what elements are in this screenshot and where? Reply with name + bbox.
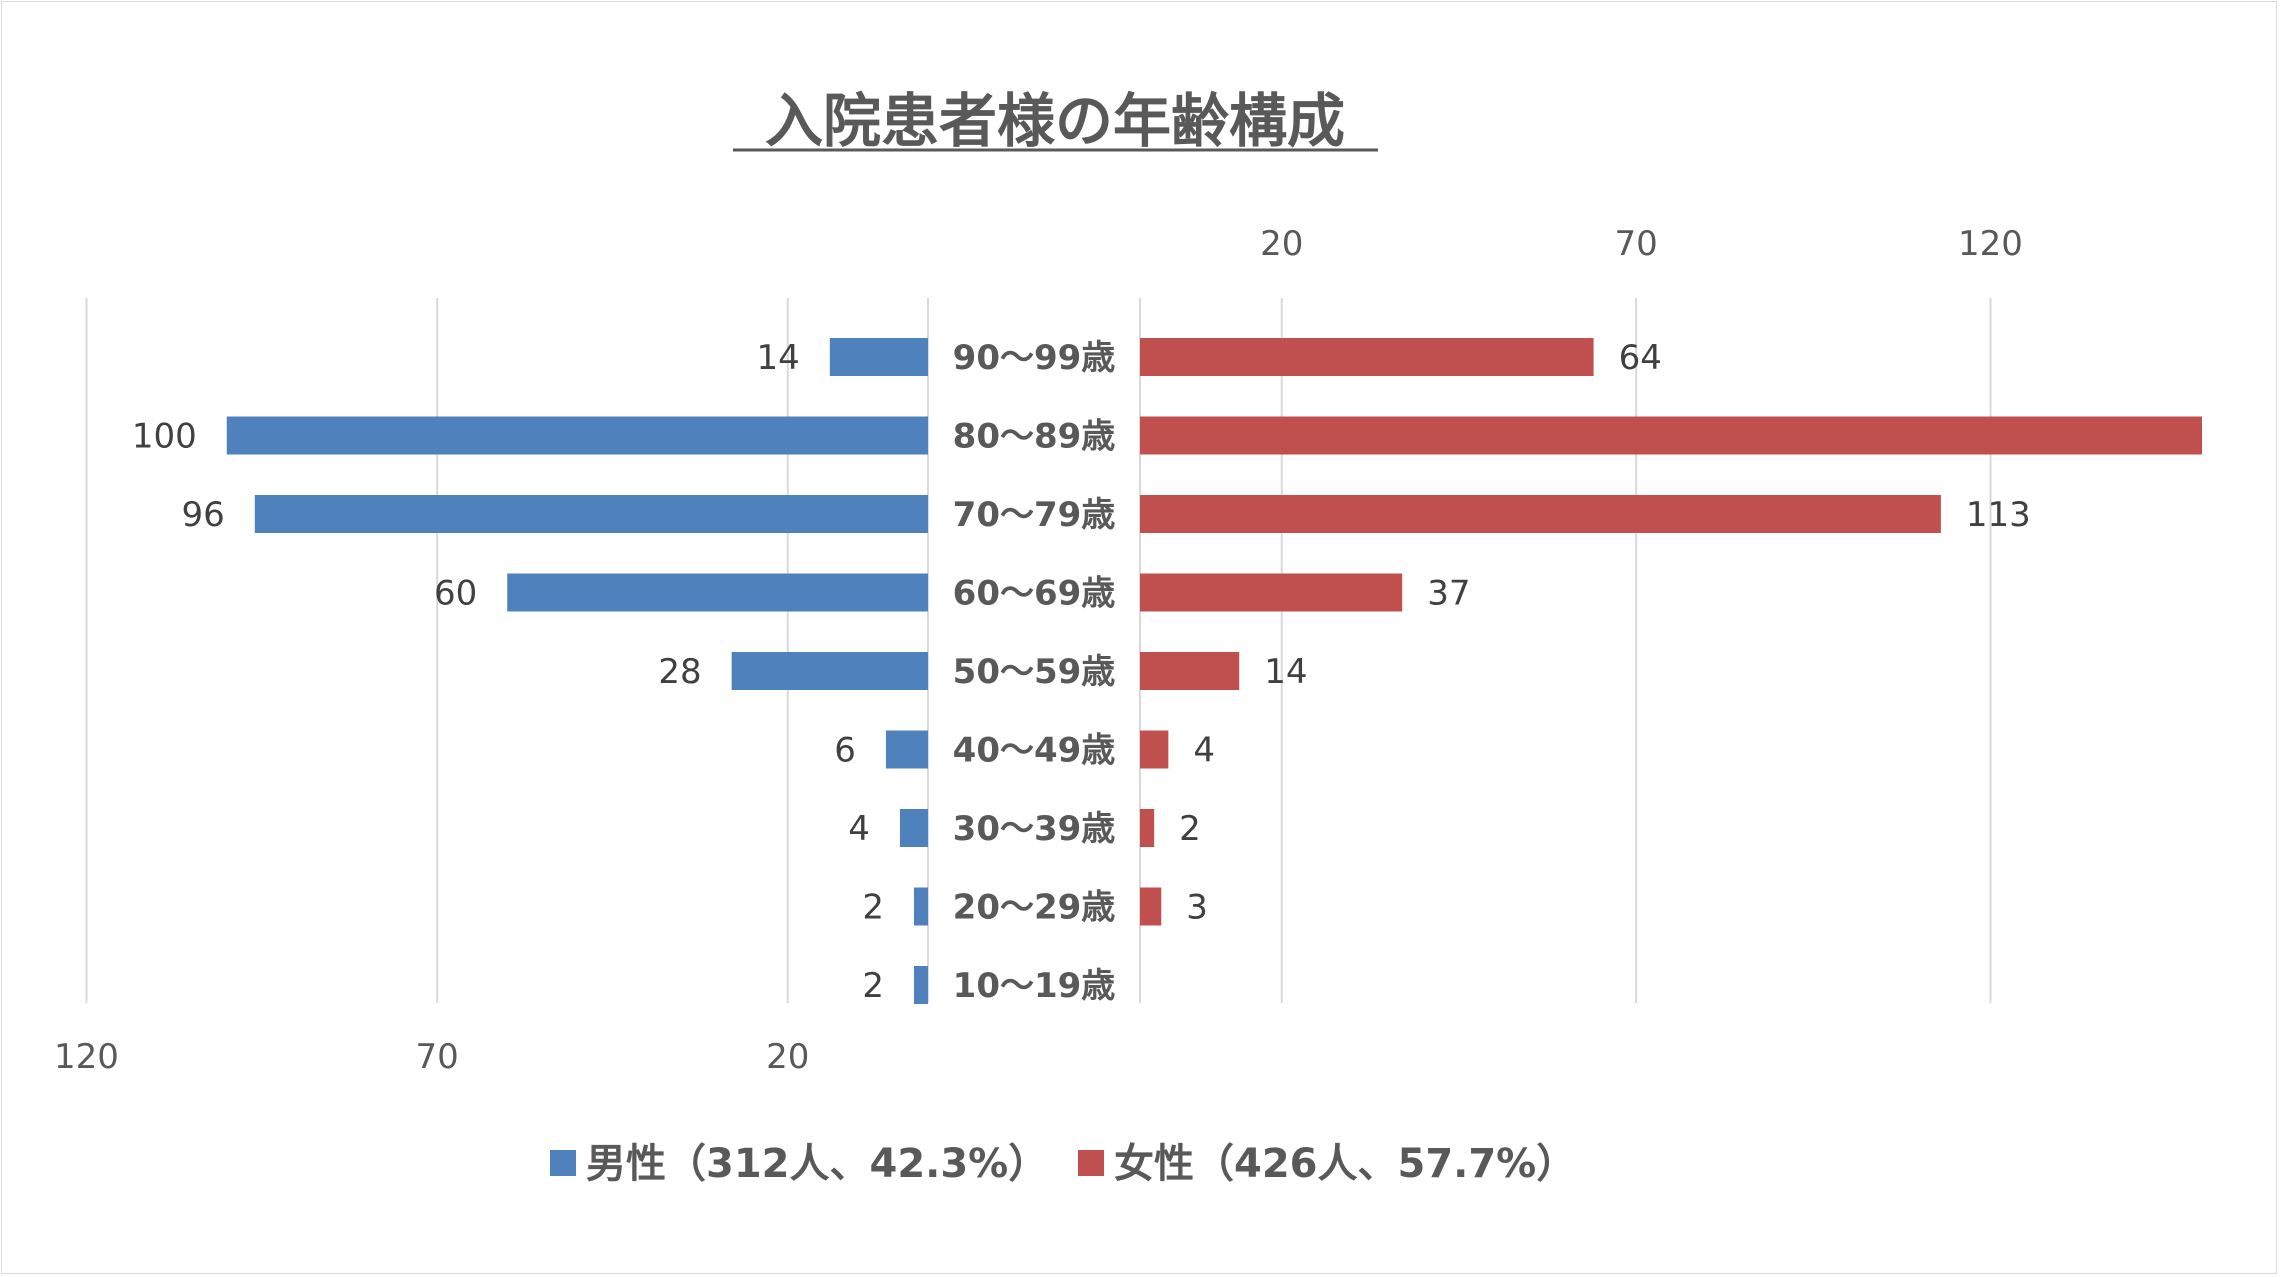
female-bar: [1140, 730, 1169, 769]
female-bars: [1140, 338, 2202, 926]
age-category-label: 80～89歳: [953, 417, 1116, 457]
female-bar: [1140, 416, 2202, 455]
male-data-label: 28: [658, 652, 701, 692]
age-category-labels: 90～99歳 80～89歳 70～79歳 60～69歳 50～59歳 40～49歳 30～3…: [953, 338, 1116, 1006]
male-data-label: 6: [834, 731, 856, 771]
right-axis-tick-labels: 2070120170: [1260, 224, 2023, 264]
male-data-label: 2: [862, 966, 884, 1006]
left-gridlines: [85, 298, 789, 1003]
female-bar: [1140, 887, 1162, 926]
female-data-label: 2: [1179, 809, 1201, 849]
male-bar: [899, 809, 928, 847]
female-bar: [1140, 809, 1155, 847]
female-data-label: 64: [1619, 338, 1662, 378]
chart-title: 入院患者様の年齢構成: [765, 87, 1345, 155]
right-axis-tick-label: 120: [1958, 224, 2023, 264]
age-category-label: 40～49歳: [953, 731, 1116, 771]
male-bar: [254, 495, 929, 533]
female-data-label: 4: [1193, 731, 1215, 771]
female-bar: [1140, 495, 1941, 533]
age-category-label: 10～19歳: [953, 966, 1116, 1006]
legend-label-female: 女性（426人、57.7%）: [1114, 1141, 1576, 1187]
right-gridlines: [1280, 298, 1992, 1003]
age-category-label: 30～39歳: [953, 809, 1116, 849]
male-bar: [226, 416, 928, 455]
female-data-label: 3: [1186, 888, 1208, 928]
male-bars: [226, 338, 929, 1004]
left-axis-tick-label: 20: [766, 1037, 809, 1077]
left-axis-tick-labels: 120 70 20: [54, 1037, 809, 1077]
male-data-label: 100: [132, 417, 197, 457]
male-data-label: 96: [182, 495, 225, 535]
age-category-label: 70～79歳: [953, 495, 1116, 535]
left-axis-tick-label: 120: [54, 1037, 119, 1077]
legend-swatch-male: [550, 1150, 576, 1176]
age-category-label: 20～29歳: [953, 888, 1116, 928]
female-data-label: 37: [1427, 574, 1470, 614]
female-bar: [1140, 338, 1594, 376]
male-bar: [885, 730, 928, 769]
female-bar: [1140, 573, 1403, 612]
male-data-label: 14: [757, 338, 800, 378]
male-bar: [507, 573, 928, 612]
male-bar: [913, 966, 928, 1004]
legend-swatch-female: [1078, 1150, 1104, 1176]
female-bar: [1140, 652, 1240, 690]
right-axis-tick-label: 20: [1260, 224, 1303, 264]
right-axis-tick-label: 70: [1614, 224, 1657, 264]
male-data-label: 2: [862, 888, 884, 928]
legend-label-male: 男性（312人、42.3%）: [586, 1141, 1048, 1187]
male-bar: [731, 652, 928, 690]
female-data-labels: 64 113 37 14 4 2 3: [1179, 338, 2031, 928]
male-bar: [913, 887, 928, 926]
male-bar: [829, 338, 928, 376]
left-axis-tick-label: 70: [415, 1037, 458, 1077]
male-data-label: 60: [434, 574, 477, 614]
female-data-label: 113: [1966, 495, 2031, 535]
male-data-label: 4: [848, 809, 870, 849]
age-category-label: 90～99歳: [953, 338, 1116, 378]
age-category-label: 50～59歳: [953, 652, 1116, 692]
age-category-label: 60～69歳: [953, 574, 1116, 614]
legend: 男性（312人、42.3%） 女性（426人、57.7%）: [550, 1141, 1576, 1187]
female-data-label: 14: [1264, 652, 1307, 692]
male-data-labels: 14 100 96 60 28 6 4 2 2: [132, 338, 884, 1006]
